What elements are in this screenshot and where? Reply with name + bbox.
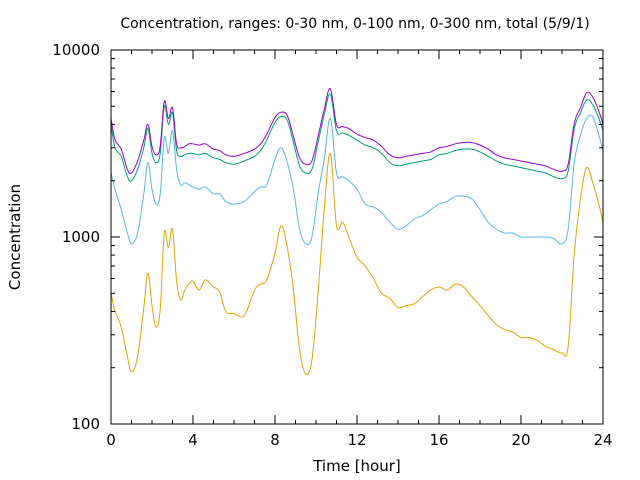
y-axis-label: Concentration (6, 184, 24, 290)
x-tick-label: 12 (347, 431, 366, 449)
chart-title: Concentration, ranges: 0-30 nm, 0-100 nm… (120, 16, 589, 32)
x-tick-label: 16 (429, 431, 448, 449)
series-line-2 (110, 114, 604, 246)
series-line-4 (110, 88, 604, 175)
y-tick-label: 10000 (52, 41, 100, 59)
y-tick-label: 1000 (62, 228, 100, 246)
series-line-3 (110, 93, 604, 182)
x-axis-label: Time [hour] (312, 457, 401, 475)
x-tick-label: 0 (106, 431, 116, 449)
x-tick-label: 4 (188, 431, 198, 449)
x-tick-label: 8 (270, 431, 280, 449)
x-tick-label: 20 (511, 431, 530, 449)
series-layer (110, 88, 604, 376)
x-tick-label: 24 (593, 431, 612, 449)
series-line-1 (110, 152, 604, 376)
ticks-layer: 0 4 8 12 16 20 24 100 1000 10000 (52, 41, 612, 449)
y-tick-label: 100 (71, 415, 100, 433)
